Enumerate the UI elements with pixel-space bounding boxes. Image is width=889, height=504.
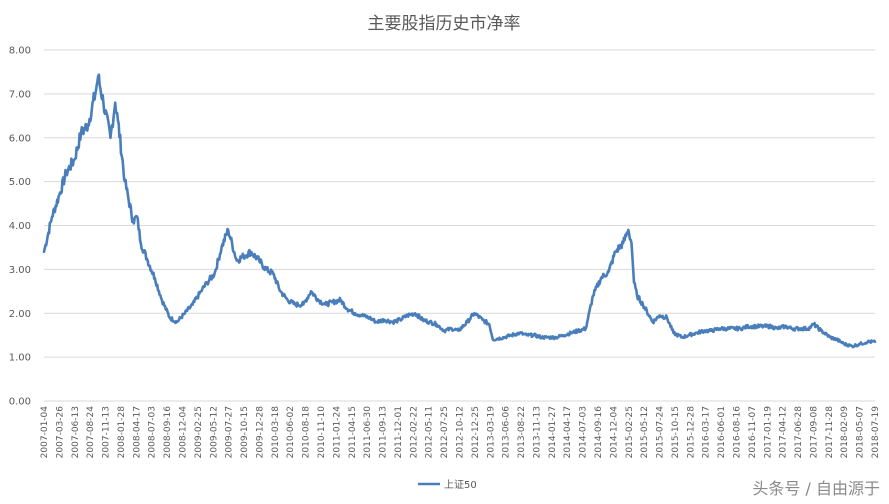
y-tick-label: 5.00 — [9, 177, 31, 188]
y-axis-tick-labels: 0.00 1.00 2.00 3.00 4.00 5.00 6.00 7.00 8.00 — [9, 46, 31, 408]
x-tick-label: 2011-06-30 — [363, 406, 373, 459]
x-tick-label: 2018-05-07 — [856, 406, 866, 458]
y-tick-label: 2.00 — [9, 309, 31, 320]
x-tick-label: 2008-07-03 — [148, 406, 158, 458]
x-tick-label: 2008-04-17 — [132, 406, 142, 458]
y-tick-label: 6.00 — [9, 133, 31, 144]
x-tick-label: 2012-05-11 — [425, 406, 435, 458]
x-tick-label: 2013-11-13 — [532, 406, 542, 458]
x-tick-label: 2007-06-13 — [71, 406, 81, 458]
x-tick-label: 2010-08-18 — [302, 406, 312, 459]
x-tick-label: 2012-02-22 — [409, 406, 419, 458]
x-tick-label: 2015-02-25 — [625, 406, 635, 458]
x-tick-label: 2011-12-01 — [394, 406, 404, 458]
x-tick-label: 2014-01-27 — [548, 406, 558, 458]
x-tick-label: 2017-04-12 — [779, 406, 789, 458]
x-tick-label: 2018-02-09 — [840, 406, 850, 459]
x-tick-label: 2009-02-25 — [194, 406, 204, 458]
x-tick-label: 2011-01-24 — [332, 406, 342, 459]
y-tick-label: 4.00 — [9, 221, 31, 232]
legend-label: 上证50 — [444, 479, 477, 491]
x-tick-label: 2017-06-28 — [794, 406, 804, 459]
y-tick-label: 0.00 — [9, 397, 31, 408]
x-tick-label: 2012-10-12 — [456, 406, 466, 458]
y-tick-label: 1.00 — [9, 353, 31, 364]
x-tick-label: 2016-06-01 — [717, 406, 727, 458]
x-tick-label: 2009-10-15 — [240, 406, 250, 458]
x-tick-label: 2012-07-25 — [440, 406, 450, 458]
x-tick-label: 2008-12-04 — [179, 406, 189, 459]
x-tick-label: 2013-08-22 — [517, 406, 527, 458]
x-tick-label: 2015-12-28 — [686, 406, 696, 459]
x-tick-label: 2014-09-16 — [594, 406, 604, 459]
y-tick-label: 8.00 — [9, 46, 31, 57]
x-tick-label: 2016-03-17 — [702, 406, 712, 458]
x-tick-label: 2015-07-24 — [656, 406, 666, 459]
x-tick-label: 2015-05-12 — [640, 406, 650, 458]
watermark-text: 头条号 / 自由源于 — [752, 479, 880, 498]
x-tick-label: 2015-10-15 — [671, 406, 681, 458]
x-tick-label: 2016-08-16 — [733, 406, 743, 459]
x-tick-label: 2008-01-28 — [117, 406, 127, 459]
y-tick-label: 7.00 — [9, 89, 31, 100]
x-tick-label: 2012-12-25 — [471, 406, 481, 458]
series-line-sse50 — [42, 73, 877, 349]
x-tick-label: 2017-11-28 — [825, 406, 835, 459]
x-tick-label: 2010-03-18 — [271, 406, 281, 459]
x-tick-label: 2014-04-17 — [563, 406, 573, 458]
chart-title: 主要股指历史市净率 — [368, 14, 521, 34]
x-tick-label: 2013-06-06 — [502, 406, 512, 459]
x-tick-label: 2013-03-19 — [486, 406, 496, 459]
x-tick-label: 2007-11-13 — [102, 406, 112, 458]
x-tick-label: 2010-11-10 — [317, 406, 327, 459]
x-tick-label: 2007-08-24 — [86, 406, 96, 459]
x-tick-label: 2011-04-15 — [348, 406, 358, 458]
x-tick-label: 2014-07-03 — [579, 406, 589, 458]
x-tick-label: 2018-07-19 — [871, 406, 881, 459]
x-tick-label: 2017-09-08 — [809, 406, 819, 459]
x-tick-label: 2008-09-16 — [163, 406, 173, 459]
x-tick-label: 2009-07-27 — [225, 406, 235, 458]
x-tick-label: 2016-11-07 — [748, 406, 758, 458]
y-tick-label: 3.00 — [9, 265, 31, 276]
x-tick-label: 2009-12-28 — [255, 406, 265, 459]
legend[interactable]: 上证50 — [418, 479, 477, 491]
x-tick-label: 2007-01-04 — [40, 406, 50, 459]
x-tick-label: 2017-01-19 — [763, 406, 773, 459]
x-tick-label: 2014-12-04 — [609, 406, 619, 459]
x-tick-label: 2010-06-02 — [286, 406, 296, 458]
x-tick-label: 2009-05-12 — [209, 406, 219, 458]
x-axis-tick-labels: 2007-01-04 2007-03-26 2007-06-13 2007-08-24… — [40, 406, 881, 459]
x-tick-label: 2007-03-26 — [55, 406, 65, 459]
x-tick-label: 2011-09-13 — [379, 406, 389, 458]
